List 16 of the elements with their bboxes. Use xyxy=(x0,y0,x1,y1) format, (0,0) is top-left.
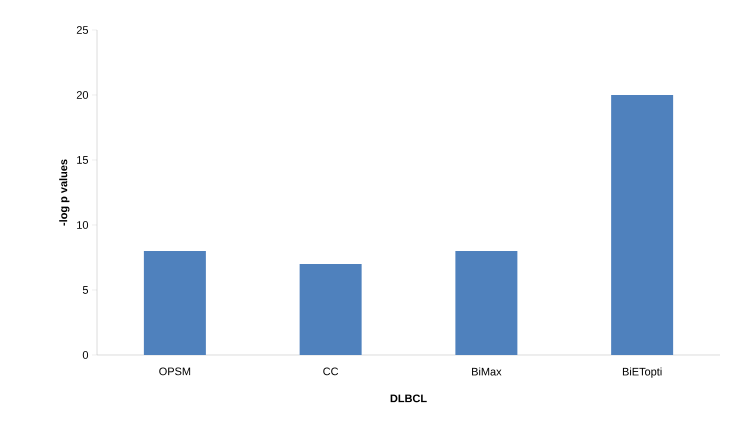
y-tick-label: 5 xyxy=(82,286,88,294)
y-tick-label: 20 xyxy=(76,91,88,99)
bar xyxy=(144,250,206,355)
x-tick-label: BiMax xyxy=(472,367,502,376)
x-tick-label: OPSM xyxy=(159,367,190,376)
bar xyxy=(300,264,362,355)
y-axis-title: -log p values xyxy=(59,159,70,226)
x-tick-label: CC xyxy=(323,367,338,376)
y-tick-label: 0 xyxy=(82,351,88,359)
y-tick-label: 25 xyxy=(76,26,88,34)
x-axis-title: DLBCL xyxy=(390,394,427,402)
bar xyxy=(455,250,518,355)
x-tick-label: BiETopti xyxy=(622,367,662,378)
y-tick-label: 15 xyxy=(77,156,88,164)
bar xyxy=(611,94,674,355)
y-tick-label: 10 xyxy=(77,221,88,229)
